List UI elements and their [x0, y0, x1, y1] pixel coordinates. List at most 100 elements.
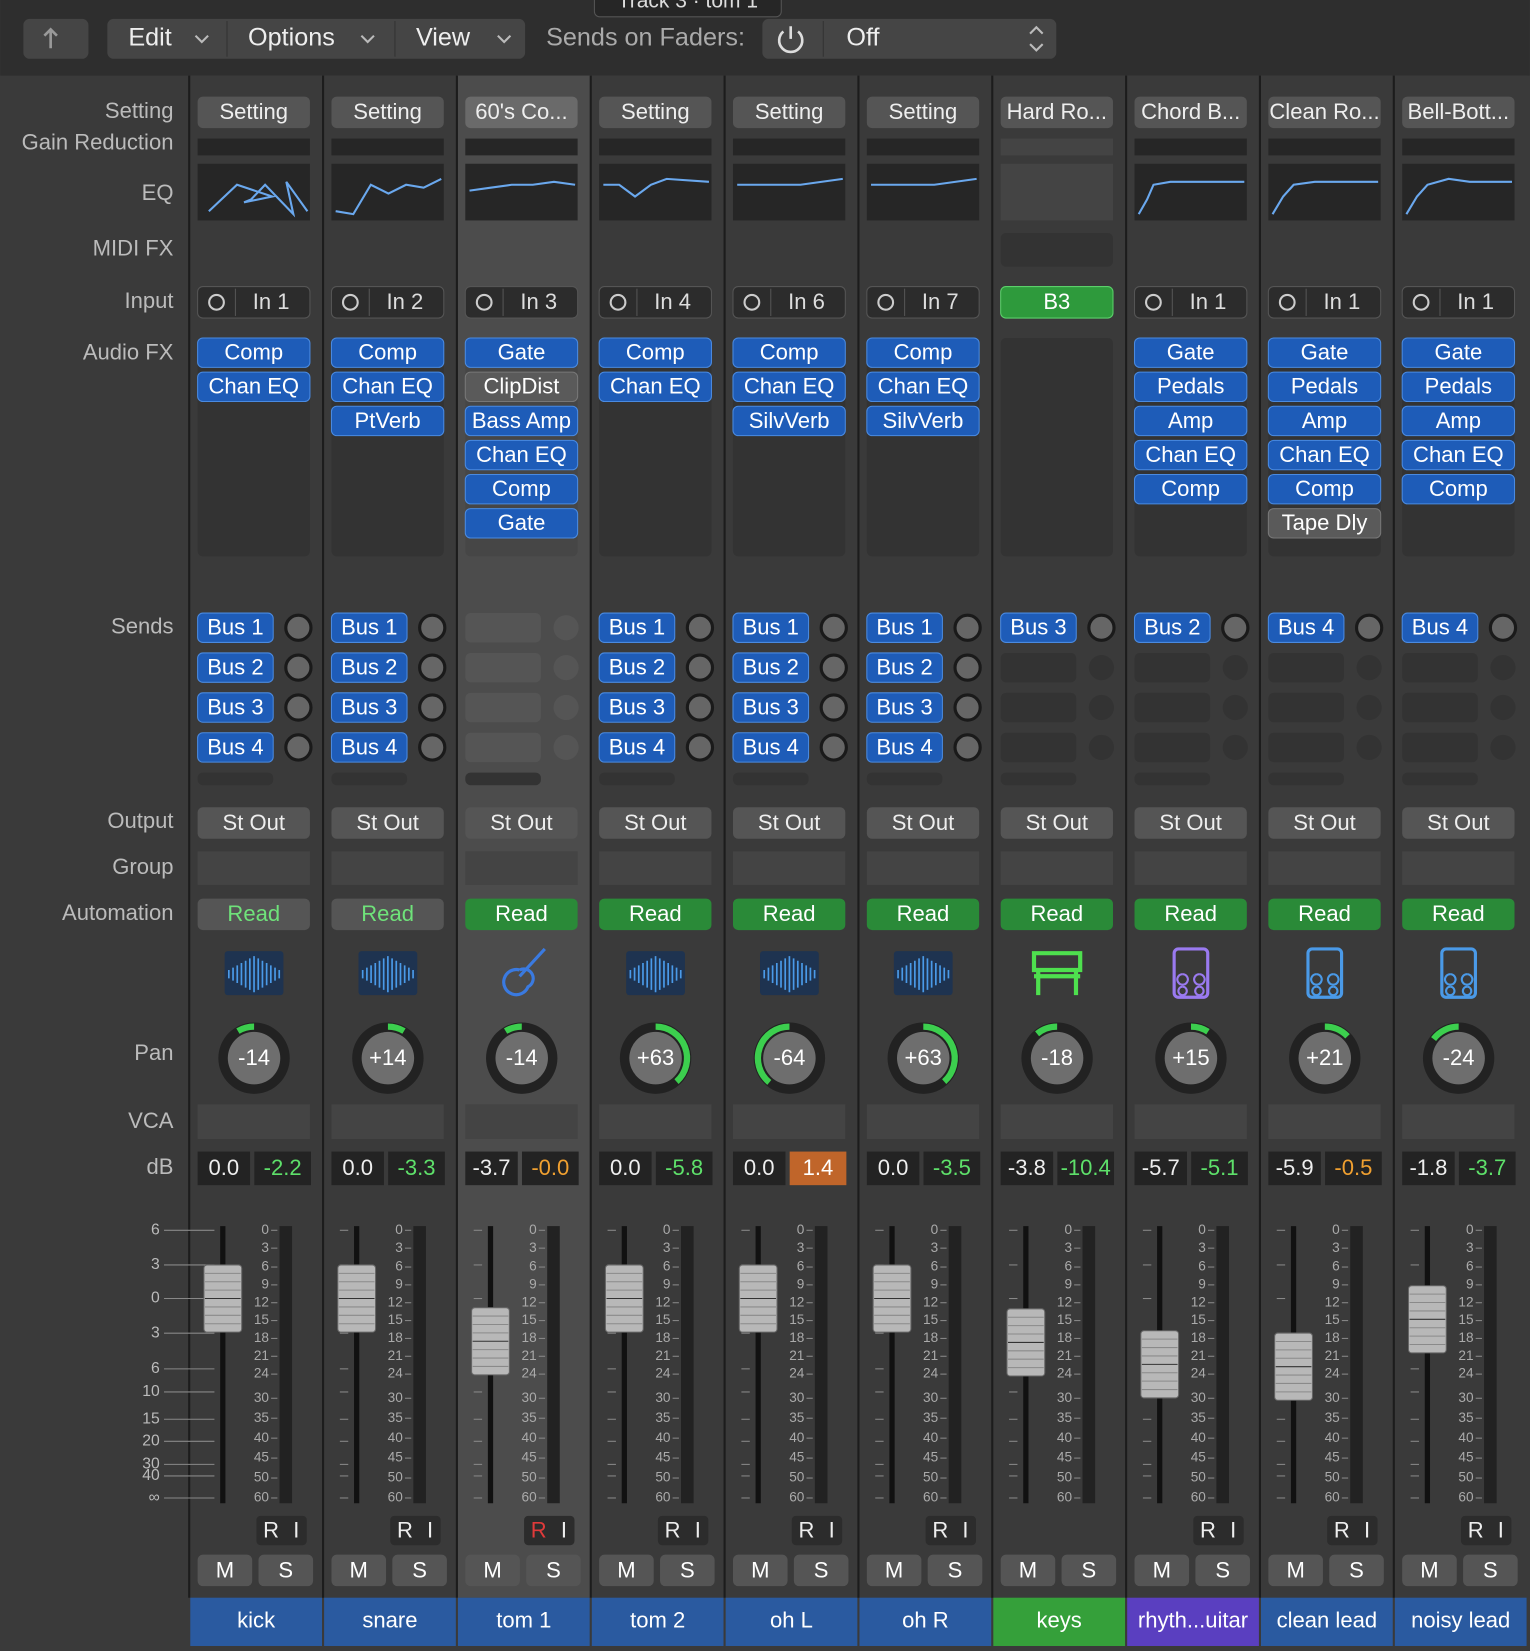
input-button[interactable] [1000, 286, 1114, 319]
setting-button[interactable] [197, 96, 310, 129]
vca-slot[interactable] [465, 1104, 578, 1139]
menu[interactable]: View [416, 23, 471, 51]
plugin-slot[interactable] [464, 405, 579, 437]
plugin-slot[interactable] [1401, 371, 1516, 403]
sends-select[interactable] [762, 18, 1057, 59]
plugin-slot[interactable] [866, 371, 980, 403]
solo-button[interactable] [392, 1554, 447, 1587]
send-knob[interactable] [953, 693, 982, 722]
send-knob[interactable] [1488, 613, 1518, 642]
pan-knob[interactable] [629, 1031, 682, 1085]
name-bar[interactable] [993, 1597, 1126, 1646]
setting-button[interactable] [1268, 96, 1381, 129]
solo-button[interactable] [1195, 1554, 1250, 1587]
send-knob[interactable] [953, 653, 982, 682]
name-bar[interactable] [859, 1597, 992, 1646]
output-button[interactable] [1134, 807, 1247, 839]
group-slot[interactable] [331, 851, 444, 885]
setting-button[interactable] [1134, 96, 1247, 129]
plugin-slot[interactable] [1133, 473, 1248, 505]
eq-box[interactable] [1134, 163, 1247, 221]
send-button[interactable] [732, 612, 810, 643]
send-knob[interactable] [685, 613, 715, 642]
pan-knob[interactable] [763, 1031, 816, 1085]
plugin-slot[interactable] [330, 405, 445, 437]
automation-button[interactable] [599, 898, 712, 931]
pan-knob[interactable] [227, 1031, 281, 1085]
send-knob[interactable] [418, 613, 447, 642]
name-bar[interactable] [457, 1597, 590, 1646]
pan-knob[interactable] [1164, 1031, 1218, 1085]
send-button[interactable] [330, 652, 408, 683]
send-knob[interactable] [819, 653, 848, 682]
vca-slot[interactable] [331, 1104, 444, 1139]
plugin-slot[interactable] [732, 405, 846, 437]
send-button[interactable] [1133, 612, 1211, 643]
menu[interactable]: Options [248, 23, 335, 51]
vca-slot[interactable] [1268, 1104, 1381, 1139]
send-knob[interactable] [1354, 613, 1384, 642]
send-button[interactable] [732, 732, 810, 763]
send-knob[interactable] [819, 733, 848, 762]
input-monitor[interactable] [609, 293, 627, 311]
group-slot[interactable] [197, 851, 310, 885]
automation-button[interactable] [1134, 898, 1247, 931]
output-button[interactable] [1268, 807, 1381, 839]
group-slot[interactable] [599, 851, 712, 885]
plugin-slot[interactable] [598, 337, 712, 368]
send-knob[interactable] [284, 653, 313, 682]
automation-button[interactable] [1402, 898, 1515, 931]
send-button[interactable] [197, 692, 274, 723]
output-button[interactable] [1402, 807, 1515, 839]
send-knob[interactable] [953, 733, 982, 762]
vca-slot[interactable] [1402, 1104, 1515, 1139]
plugin-slot[interactable] [1133, 371, 1248, 403]
pan-knob[interactable] [1298, 1031, 1352, 1085]
setting-button[interactable] [599, 96, 712, 129]
plugin-slot[interactable] [1133, 439, 1248, 471]
group-slot[interactable] [1134, 851, 1247, 885]
mute-button[interactable] [1134, 1554, 1190, 1587]
eq-box[interactable] [599, 163, 712, 221]
automation-button[interactable] [1268, 898, 1381, 931]
automation-button[interactable] [866, 898, 980, 931]
input-monitor[interactable] [341, 293, 359, 311]
mute-button[interactable] [331, 1554, 387, 1587]
input-monitor[interactable] [208, 293, 225, 311]
send-button[interactable] [1267, 612, 1345, 643]
input-monitor[interactable] [877, 293, 895, 311]
power-icon[interactable] [777, 26, 804, 54]
plugin-slot[interactable] [1401, 337, 1516, 368]
plugin-slot[interactable] [464, 371, 579, 403]
input-monitor[interactable] [743, 293, 761, 311]
send-button[interactable] [866, 692, 943, 723]
group-slot[interactable] [866, 851, 980, 885]
output-button[interactable] [465, 807, 578, 839]
plugin-slot[interactable] [732, 371, 846, 403]
automation-button[interactable] [1000, 898, 1113, 931]
group-slot[interactable] [1268, 851, 1381, 885]
send-button[interactable] [1401, 612, 1479, 643]
pan-knob[interactable] [1030, 1031, 1084, 1085]
mute-button[interactable] [866, 1554, 922, 1587]
pan-knob[interactable] [897, 1031, 950, 1085]
plugin-slot[interactable] [598, 371, 712, 403]
eq-box[interactable] [1268, 163, 1381, 221]
plugin-slot[interactable] [1267, 371, 1382, 403]
setting-button[interactable] [1402, 96, 1515, 129]
name-bar[interactable] [324, 1597, 456, 1646]
output-button[interactable] [599, 807, 712, 839]
send-knob[interactable] [284, 733, 313, 762]
mute-button[interactable] [1268, 1554, 1323, 1587]
plugin-slot[interactable] [1267, 473, 1382, 505]
plugin-slot[interactable] [1267, 439, 1382, 471]
plugin-slot[interactable] [1267, 337, 1382, 368]
pan-knob[interactable] [1432, 1031, 1485, 1085]
group-slot[interactable] [465, 851, 578, 885]
setting-button[interactable] [1000, 96, 1113, 129]
plugin-slot[interactable] [330, 371, 445, 403]
solo-button[interactable] [1061, 1554, 1117, 1587]
input-monitor[interactable] [1412, 293, 1430, 311]
solo-button[interactable] [1463, 1554, 1518, 1587]
plugin-slot[interactable] [1267, 508, 1382, 539]
